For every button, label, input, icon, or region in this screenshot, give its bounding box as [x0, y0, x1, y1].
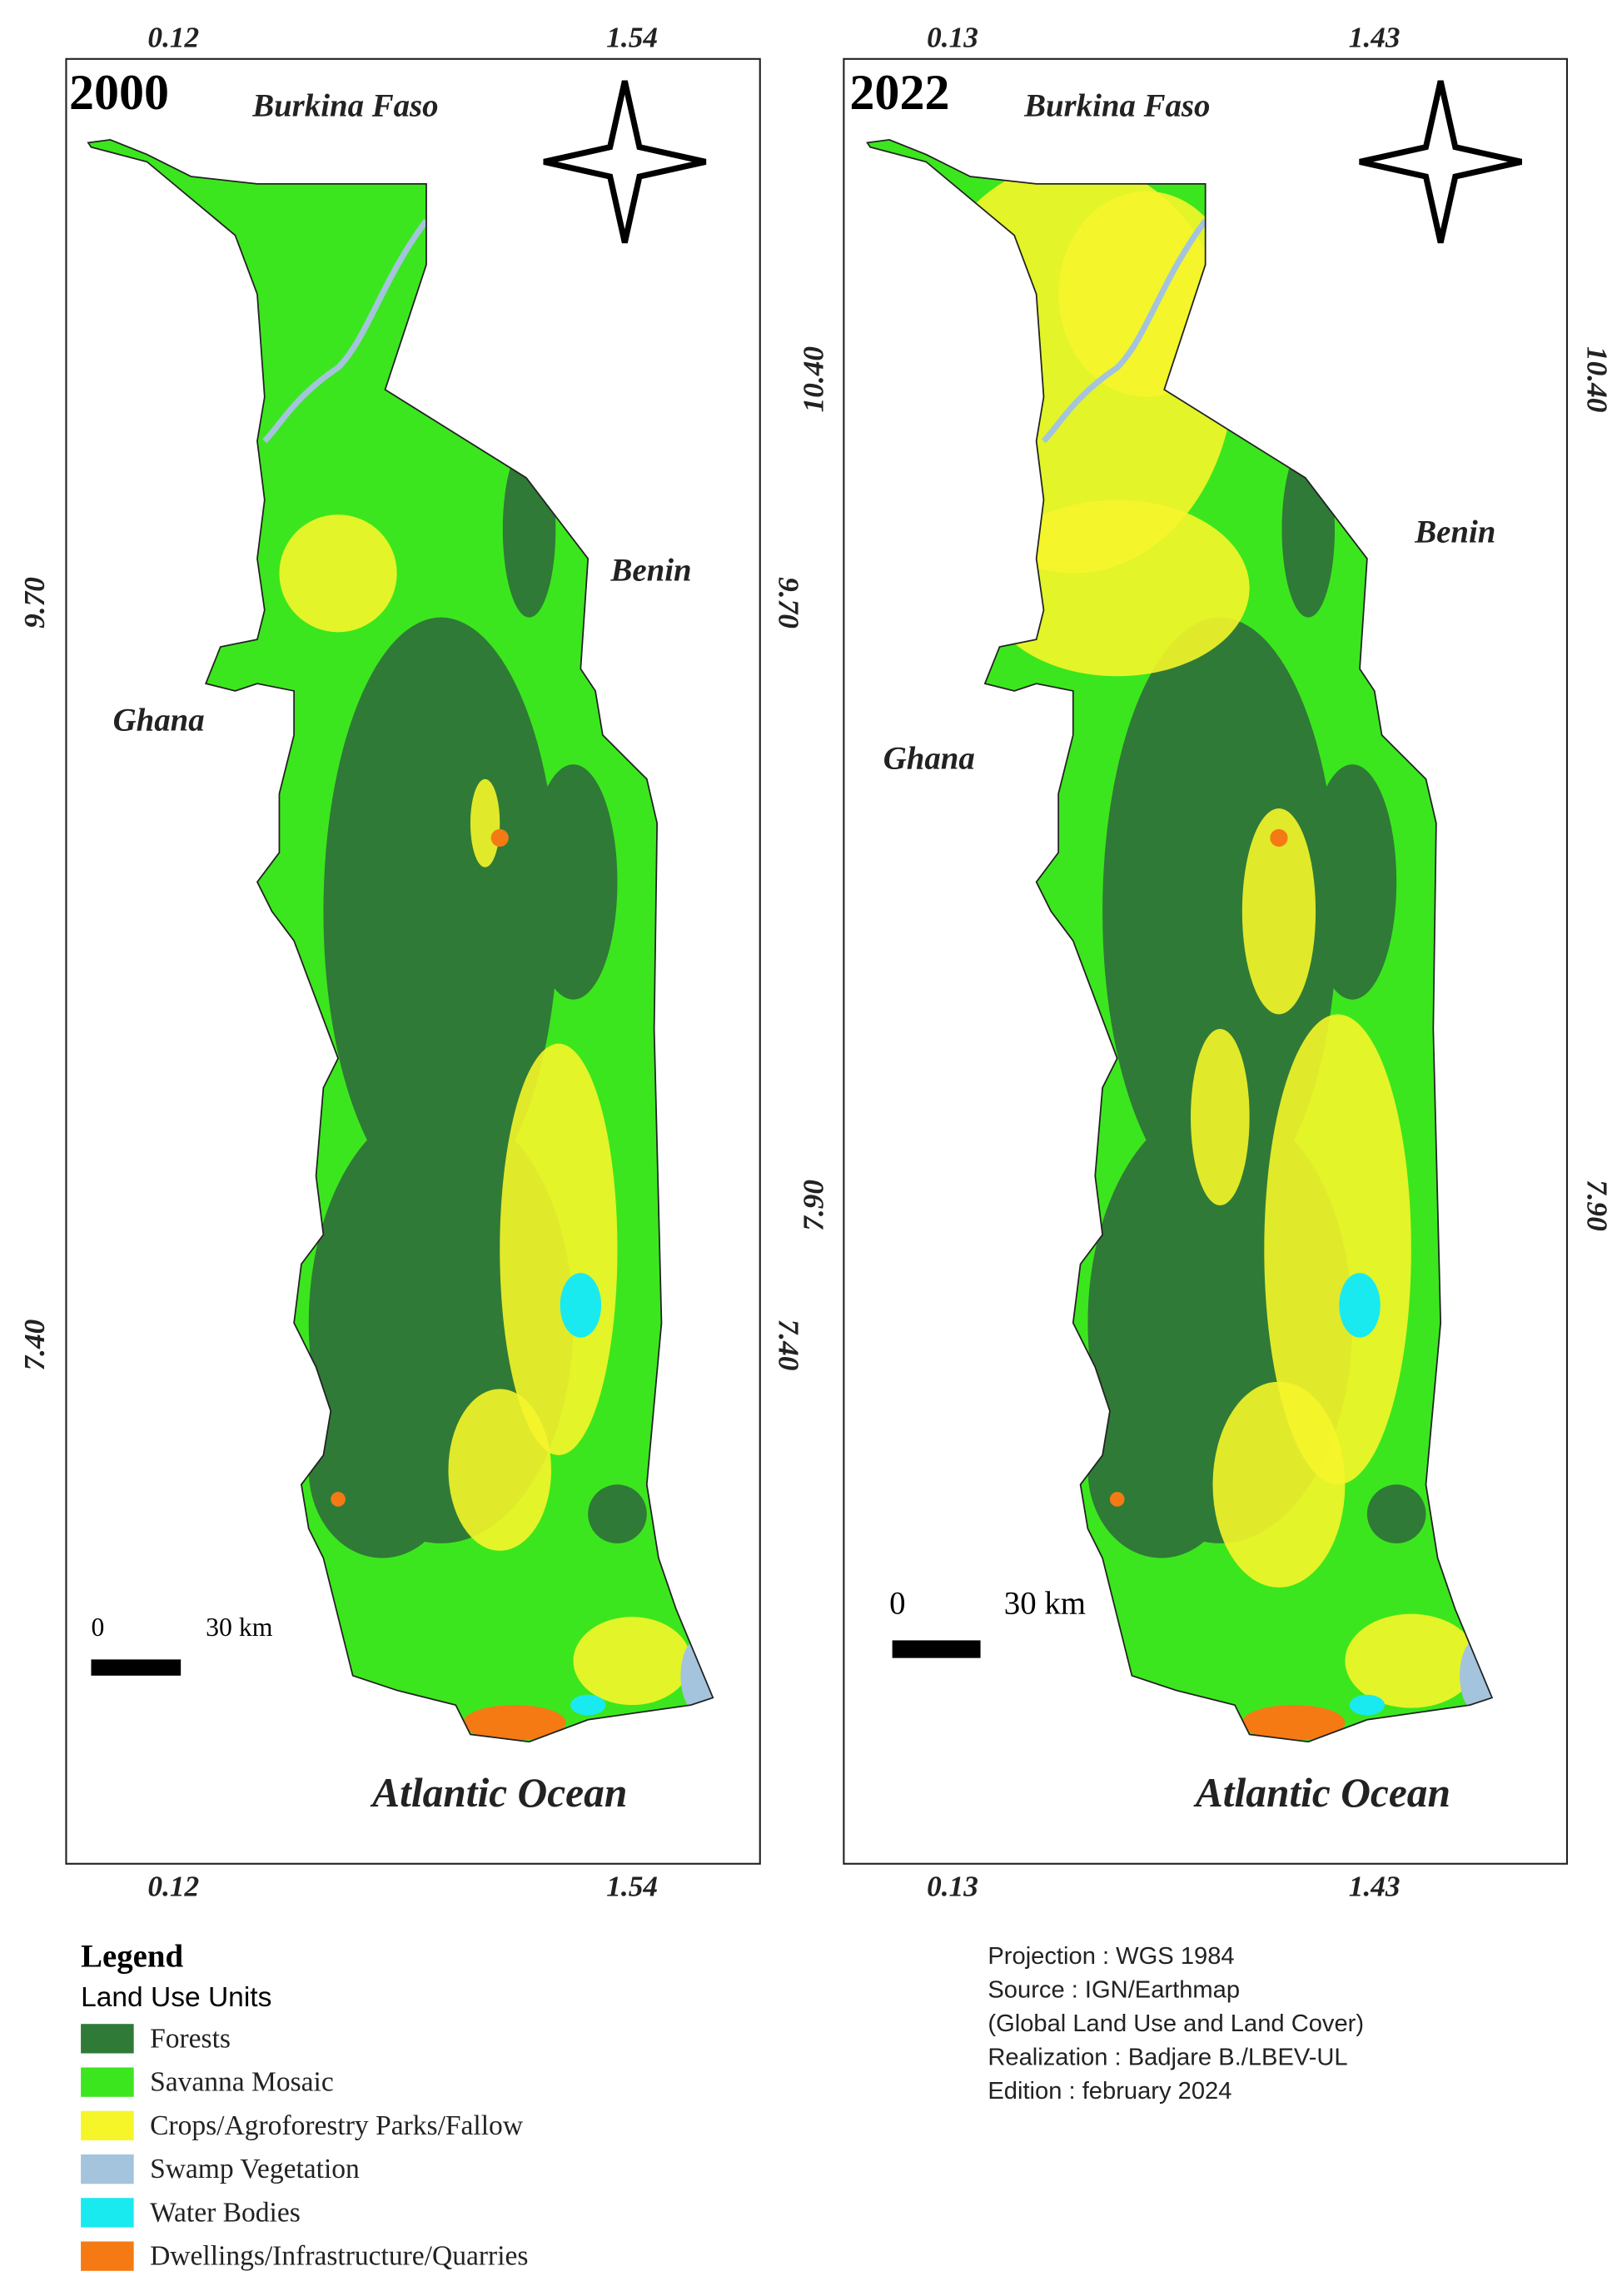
map-year: 2000	[69, 65, 169, 120]
dwelling-zone	[1109, 1492, 1125, 1507]
country-outline	[866, 138, 1494, 1743]
right-tick-label: 9.70	[773, 577, 805, 629]
legend-swatch	[81, 2110, 134, 2141]
land-use-map	[867, 139, 1492, 1742]
crop-zone	[573, 1617, 691, 1706]
dwelling-zone	[1270, 828, 1288, 847]
water-zone	[570, 1694, 606, 1716]
crop-zone	[1264, 1014, 1411, 1485]
north-arrow	[1359, 80, 1523, 244]
forest-zone	[529, 764, 618, 1000]
north-arrow	[543, 80, 707, 244]
crop-zone	[279, 514, 397, 633]
forest-zone	[323, 617, 559, 1205]
crop-zone	[1191, 1028, 1250, 1205]
legend-swatch	[81, 2024, 134, 2054]
left-tick-label: 7.40	[18, 1319, 51, 1370]
legend-label: Forests	[150, 2023, 231, 2054]
place-label: Benin	[610, 553, 692, 589]
map-info: Edition : february 2024	[988, 2078, 1231, 2105]
water-zone	[1349, 1694, 1386, 1716]
dwelling-zone	[463, 1705, 566, 1741]
legend-swatch	[81, 2241, 134, 2271]
right-tick-label: 7.40	[773, 1319, 805, 1371]
map-year: 2022	[849, 65, 949, 120]
scale-label: 30 km	[206, 1613, 273, 1642]
left-tick-label: 9.70	[18, 577, 51, 629]
crop-zone	[448, 1389, 552, 1551]
bottom-tick-label: 1.54	[606, 1871, 658, 1903]
scale-bar	[892, 1640, 981, 1658]
crop-zone	[470, 778, 500, 867]
legend-label: Swamp Vegetation	[150, 2154, 360, 2184]
crop-zone	[500, 1043, 618, 1455]
forest-zone	[308, 1381, 456, 1558]
scale-label: 30 km	[1004, 1586, 1086, 1622]
legend-swatch	[81, 2154, 134, 2184]
top-tick-label: 0.13	[927, 22, 978, 54]
top-tick-label: 0.12	[147, 22, 199, 54]
forest-zone	[1308, 764, 1397, 1000]
crop-zone	[1212, 1381, 1346, 1588]
map-info: Realization : Badjare B./LBEV-UL	[988, 2045, 1347, 2071]
map-info: (Global Land Use and Land Cover)	[988, 2010, 1364, 2037]
legend-label: Dwellings/Infrastructure/Quarries	[150, 2241, 528, 2272]
legend-swatch	[81, 2198, 134, 2228]
map-info: Projection : WGS 1984	[988, 1943, 1234, 1970]
map-info: Source : IGN/Earthmap	[988, 1976, 1240, 2003]
forest-zone	[1102, 617, 1338, 1205]
place-label: Atlantic Ocean	[1193, 1770, 1450, 1816]
left-tick-label: 7.90	[798, 1180, 830, 1231]
forest-zone	[1366, 1484, 1426, 1543]
place-label: Burkina Faso	[1023, 88, 1210, 124]
bottom-tick-label: 1.43	[1349, 1871, 1401, 1903]
forest-zone	[1087, 1381, 1235, 1558]
crop-zone	[1345, 1613, 1478, 1708]
crop-zone	[984, 499, 1250, 677]
bottom-tick-label: 0.12	[147, 1871, 199, 1903]
right-tick-label: 7.90	[1581, 1180, 1614, 1231]
right-tick-label: 10.40	[1581, 346, 1614, 413]
legend-label: Water Bodies	[150, 2197, 301, 2228]
dwelling-zone	[1241, 1705, 1346, 1741]
place-label: Atlantic Ocean	[370, 1770, 627, 1816]
water-zone	[1339, 1273, 1381, 1338]
scale-bar	[91, 1659, 182, 1676]
legend-label: Savanna Mosaic	[150, 2067, 334, 2098]
bottom-tick-label: 0.13	[927, 1871, 978, 1903]
top-tick-label: 1.54	[606, 22, 658, 54]
place-label: Burkina Faso	[251, 88, 438, 124]
scale-label: 0	[889, 1586, 905, 1622]
top-tick-label: 1.43	[1349, 22, 1401, 54]
dwelling-zone	[490, 828, 509, 847]
country-outline	[87, 138, 714, 1743]
place-label: Benin	[1414, 514, 1495, 550]
scale-label: 0	[91, 1613, 104, 1642]
left-tick-label: 10.40	[798, 346, 830, 413]
legend-subtitle: Land Use Units	[81, 1982, 271, 2013]
place-label: Ghana	[883, 741, 975, 777]
place-label: Ghana	[113, 703, 205, 738]
crop-zone	[1241, 808, 1316, 1015]
water-zone	[560, 1273, 602, 1338]
river	[1041, 218, 1208, 444]
dwelling-zone	[331, 1492, 346, 1507]
legend-swatch	[81, 2067, 134, 2097]
legend-title: Legend	[81, 1938, 183, 1974]
forest-zone	[588, 1484, 647, 1543]
legend-label: Crops/Agroforestry Parks/Fallow	[150, 2110, 524, 2141]
river	[262, 218, 429, 444]
